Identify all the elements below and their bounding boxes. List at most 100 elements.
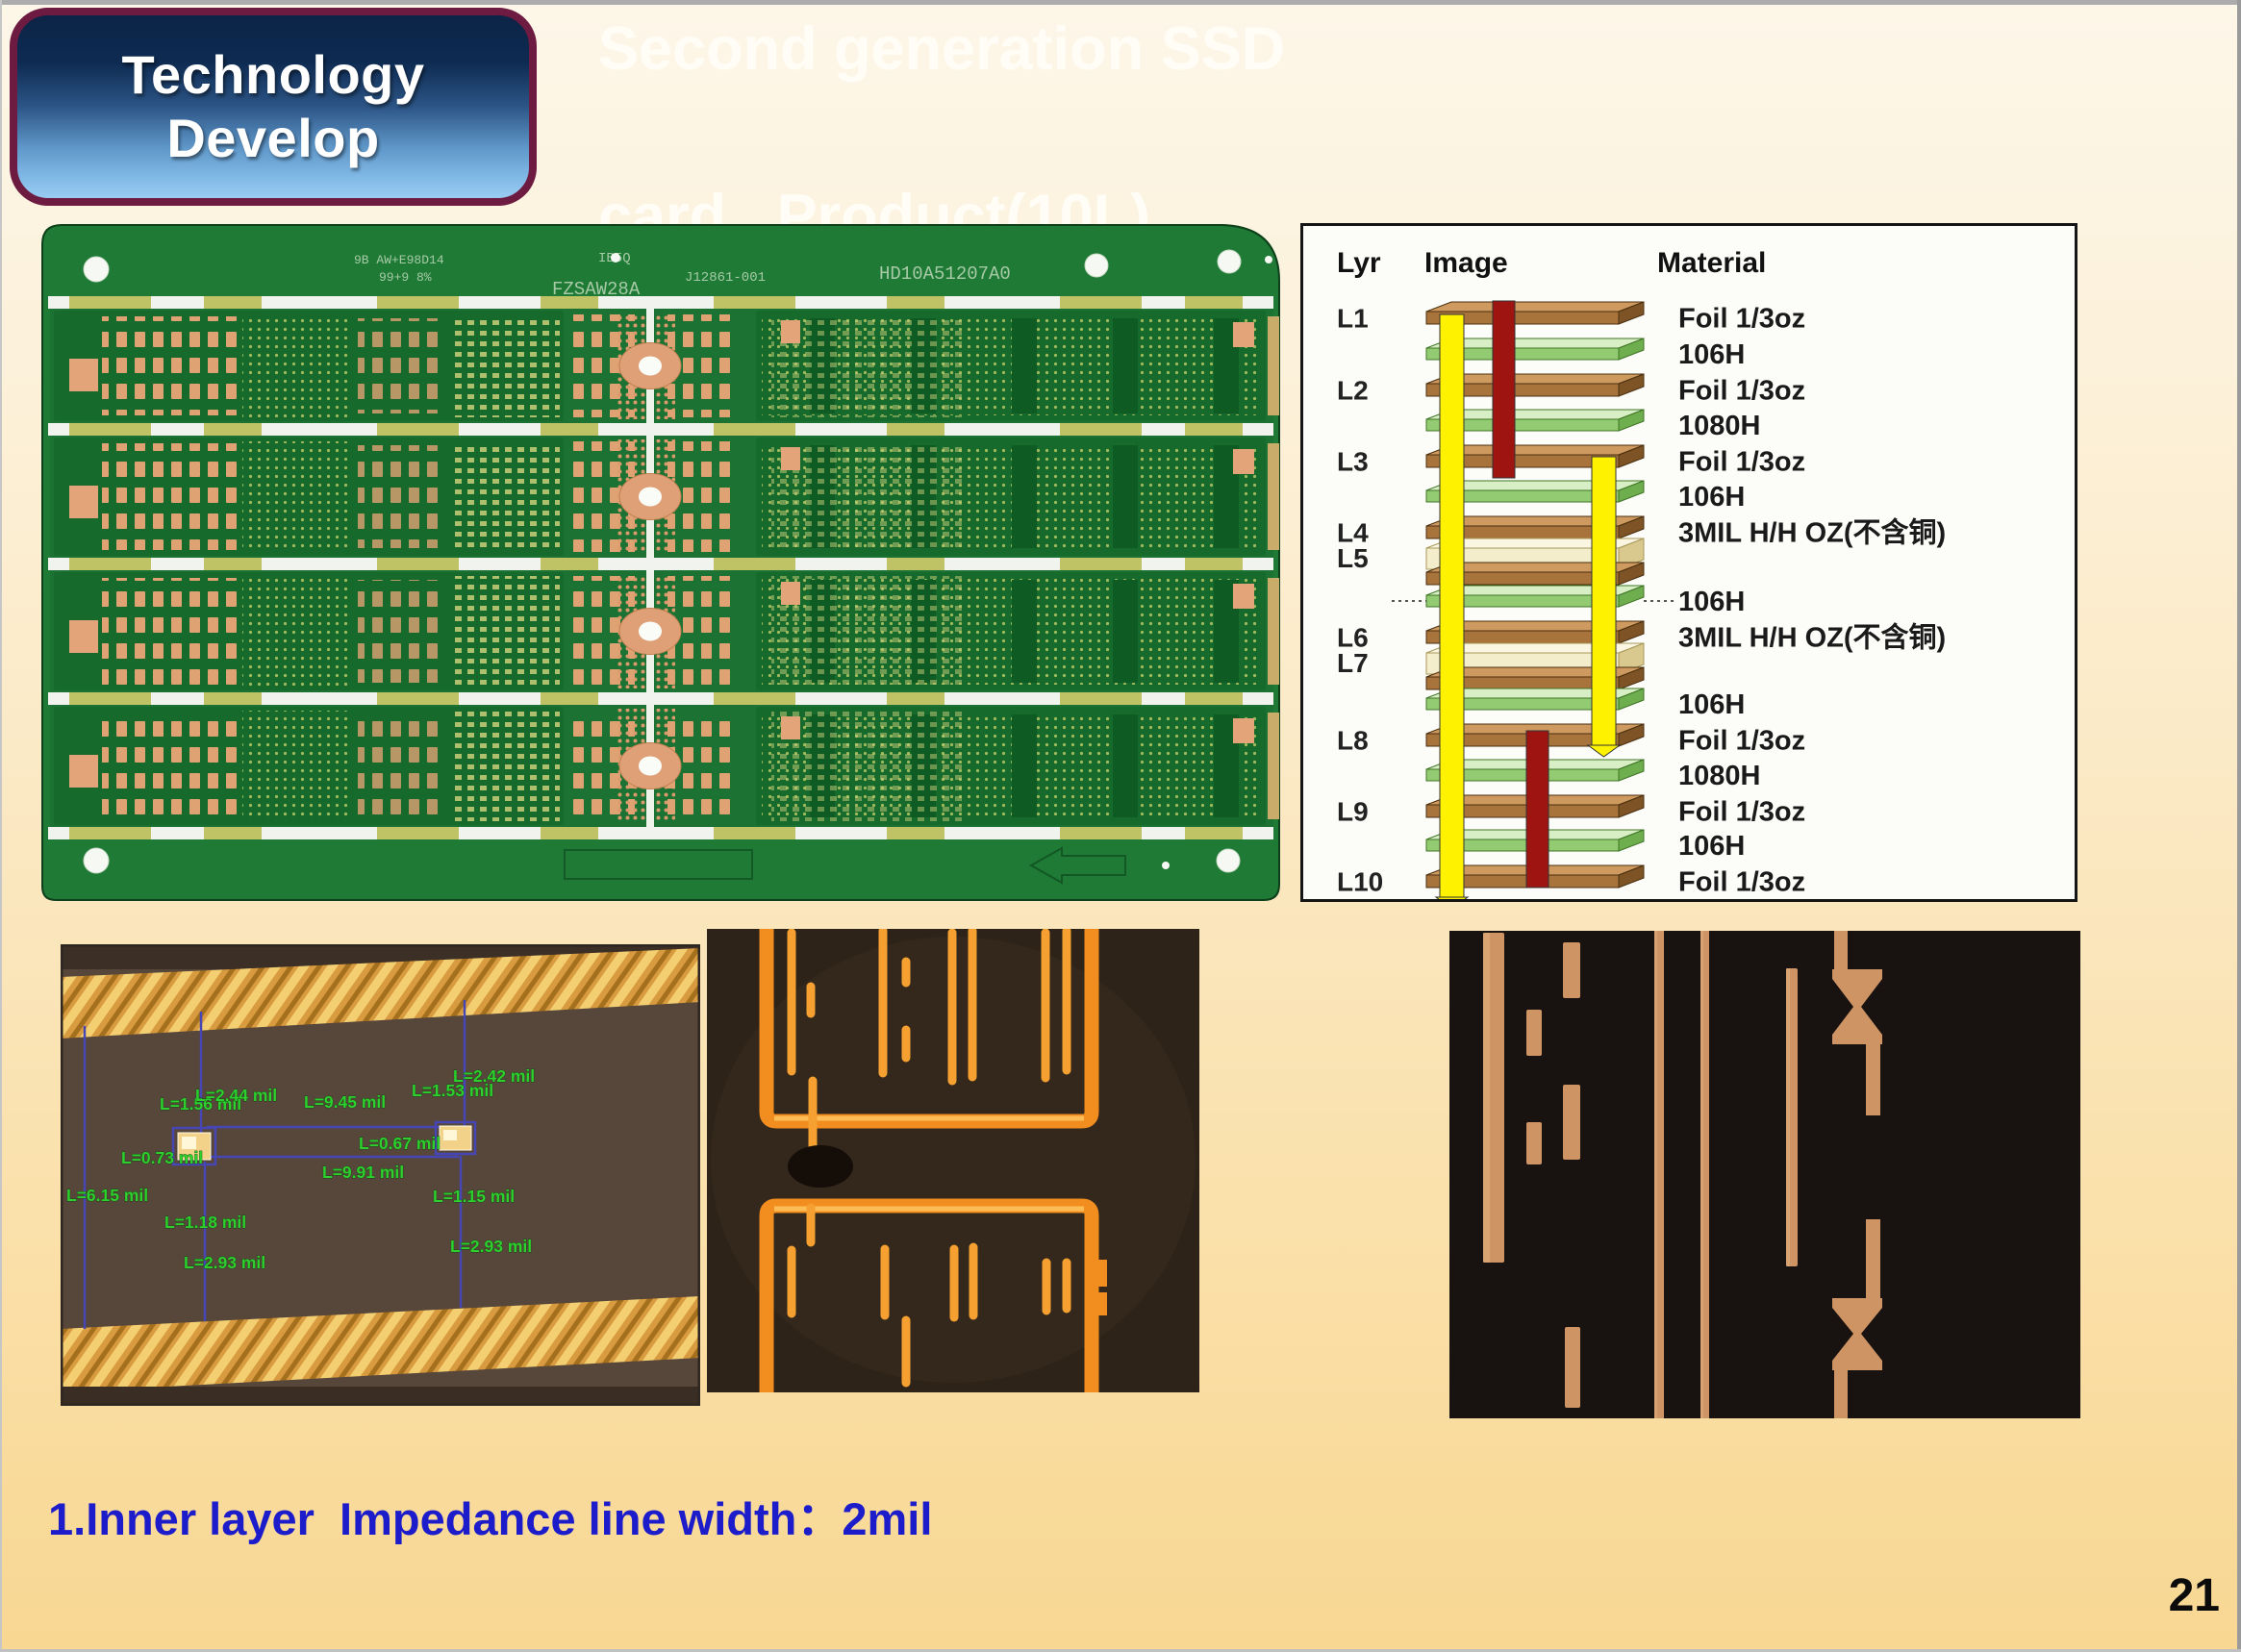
- measurement-lines: [83, 1000, 477, 1329]
- buried-via-l1-l3: [1492, 300, 1516, 479]
- layer-label-L9: L9: [1337, 797, 1369, 827]
- stack-slab-copper: [1425, 515, 1645, 539]
- pcb-silk-text: 9B AW+E98D14: [354, 253, 444, 267]
- stack-slab-copper: [1425, 723, 1645, 747]
- edge-gold-finger: [1268, 443, 1279, 550]
- pcb-module-row: [50, 309, 1279, 423]
- layer-label-L5: L5: [1337, 543, 1369, 573]
- stack-slab-prepreg: [1425, 480, 1645, 503]
- measurement-label: L=2.93 mil: [450, 1237, 532, 1256]
- micrograph-cross-section: L=1.56 mil L=2.44 mil L=9.45 mil L=1.53 mil…: [61, 944, 700, 1406]
- measurement-label: L=1.53 mil: [412, 1081, 493, 1100]
- dark-blob: [788, 1145, 853, 1188]
- pcb-silk-text: FZSAW28A: [552, 279, 641, 300]
- measurement-label: L=0.67 mil: [359, 1134, 441, 1153]
- stackup-table: Lyr Image Material L1 Foil 1/3oz 106H L2 Foi…: [1300, 223, 2077, 902]
- stack-slab-prepreg: [1425, 338, 1645, 361]
- copper-plane-top: [61, 948, 700, 1039]
- material-label: 106H: [1678, 482, 1745, 513]
- stack-slab-prepreg: [1425, 409, 1645, 432]
- measurement-label: L=2.93 mil: [184, 1253, 265, 1272]
- stackup-header-lyr: Lyr: [1337, 247, 1381, 279]
- pcb-tooling-holes: [83, 249, 1272, 874]
- buried-via-l3-l8: [1586, 456, 1622, 758]
- stackup-vias: [1434, 300, 1622, 899]
- slide-title-line1: Second generation SSD: [598, 15, 1286, 83]
- material-label: Foil 1/3oz: [1678, 797, 1805, 828]
- pcb-label-box: [564, 849, 753, 880]
- stack-slab-copper: [1425, 562, 1645, 586]
- fine-traces-top: [787, 929, 1071, 1164]
- measurement-label: L=1.18 mil: [164, 1213, 246, 1232]
- stack-slab-prepreg: [1425, 688, 1645, 711]
- copper-plane-bottom: [61, 1296, 700, 1392]
- left-arrow-outline-icon: [1028, 846, 1126, 885]
- measurement-label: L=2.44 mil: [195, 1086, 277, 1105]
- stack-slab-copper: [1425, 301, 1645, 325]
- stack-slab-copper: [1425, 620, 1645, 644]
- layer-label-L3: L3: [1337, 447, 1369, 477]
- material-label: Foil 1/3oz: [1678, 447, 1805, 478]
- through-via-l1-l10: [1434, 313, 1470, 899]
- pcb-silk-text: 99+9 8%: [379, 270, 432, 285]
- pcb-silk-text: J12861-001: [685, 270, 766, 286]
- material-label: 106H: [1678, 831, 1745, 862]
- buried-via-l8-l10: [1525, 730, 1549, 889]
- micrograph-inner-traces: [1449, 931, 2080, 1418]
- edge-gold-finger: [1268, 713, 1279, 819]
- badge-line2: Develop: [166, 108, 380, 168]
- layer-label-L1: L1: [1337, 304, 1369, 334]
- pcb-silk-text: HD10A51207A0: [879, 263, 1011, 285]
- layer-label-L7: L7: [1337, 648, 1369, 678]
- measurement-label: L=1.15 mil: [433, 1187, 515, 1206]
- trace-highlights: [1483, 931, 1790, 1418]
- measurement-label: L=6.15 mil: [66, 1186, 148, 1205]
- material-label: Foil 1/3oz: [1678, 726, 1805, 757]
- fine-traces-bottom: [787, 1203, 1071, 1388]
- page-number: 21: [2168, 1570, 2220, 1621]
- layer-label-L4: L4: [1337, 518, 1369, 548]
- trace-frame-top: [759, 929, 1099, 1129]
- measurement-label: L=2.42 mil: [453, 1066, 535, 1086]
- material-label: 3MIL H/H OZ(不含铜): [1678, 621, 1946, 654]
- slide-title: Second generation SSD card Product(10L): [598, 8, 1285, 259]
- measurement-label: L=9.91 mil: [322, 1163, 404, 1182]
- material-label: Foil 1/3oz: [1678, 867, 1805, 898]
- material-label: 106H: [1678, 689, 1745, 720]
- material-label: 3MIL H/H OZ(不含铜): [1678, 516, 1946, 549]
- pcb-routing-strips: [48, 296, 1273, 839]
- badge-line1: Technology: [121, 44, 425, 105]
- layer-label-L2: L2: [1337, 376, 1369, 406]
- pcb-module-row: [50, 570, 1279, 692]
- measurement-label: L=0.73 mil: [121, 1148, 203, 1167]
- pcb-module-row: [50, 705, 1279, 827]
- micrograph-inner-traces-graphic: [1449, 931, 2080, 1418]
- layer-label-L8: L8: [1337, 726, 1369, 756]
- material-label: 106H: [1678, 339, 1745, 370]
- stack-slab-prepreg: [1425, 585, 1645, 608]
- slide-top-edge: [0, 0, 2241, 5]
- edge-gold-finger: [1268, 316, 1279, 415]
- trace-frame-bottom: [759, 1198, 1099, 1392]
- pcb-module-row: [50, 436, 1279, 558]
- edge-gold-finger: [1268, 578, 1279, 685]
- slide-caption: 1.Inner layer Impedance line width：2mil: [48, 1493, 933, 1544]
- material-label: Foil 1/3oz: [1678, 304, 1805, 335]
- micrograph-fine-lines-graphic: [707, 929, 1199, 1392]
- material-label: 106H: [1678, 587, 1745, 617]
- micrograph-fine-lines: [707, 929, 1199, 1392]
- stack-slab-copper: [1425, 373, 1645, 397]
- pcb-module-rows: [50, 309, 1279, 827]
- slide-right-edge: [2237, 0, 2241, 1652]
- layer-label-L6: L6: [1337, 623, 1369, 653]
- measurement-label: L=1.56 mil: [160, 1094, 241, 1114]
- stackup-header-image: Image: [1424, 247, 1508, 279]
